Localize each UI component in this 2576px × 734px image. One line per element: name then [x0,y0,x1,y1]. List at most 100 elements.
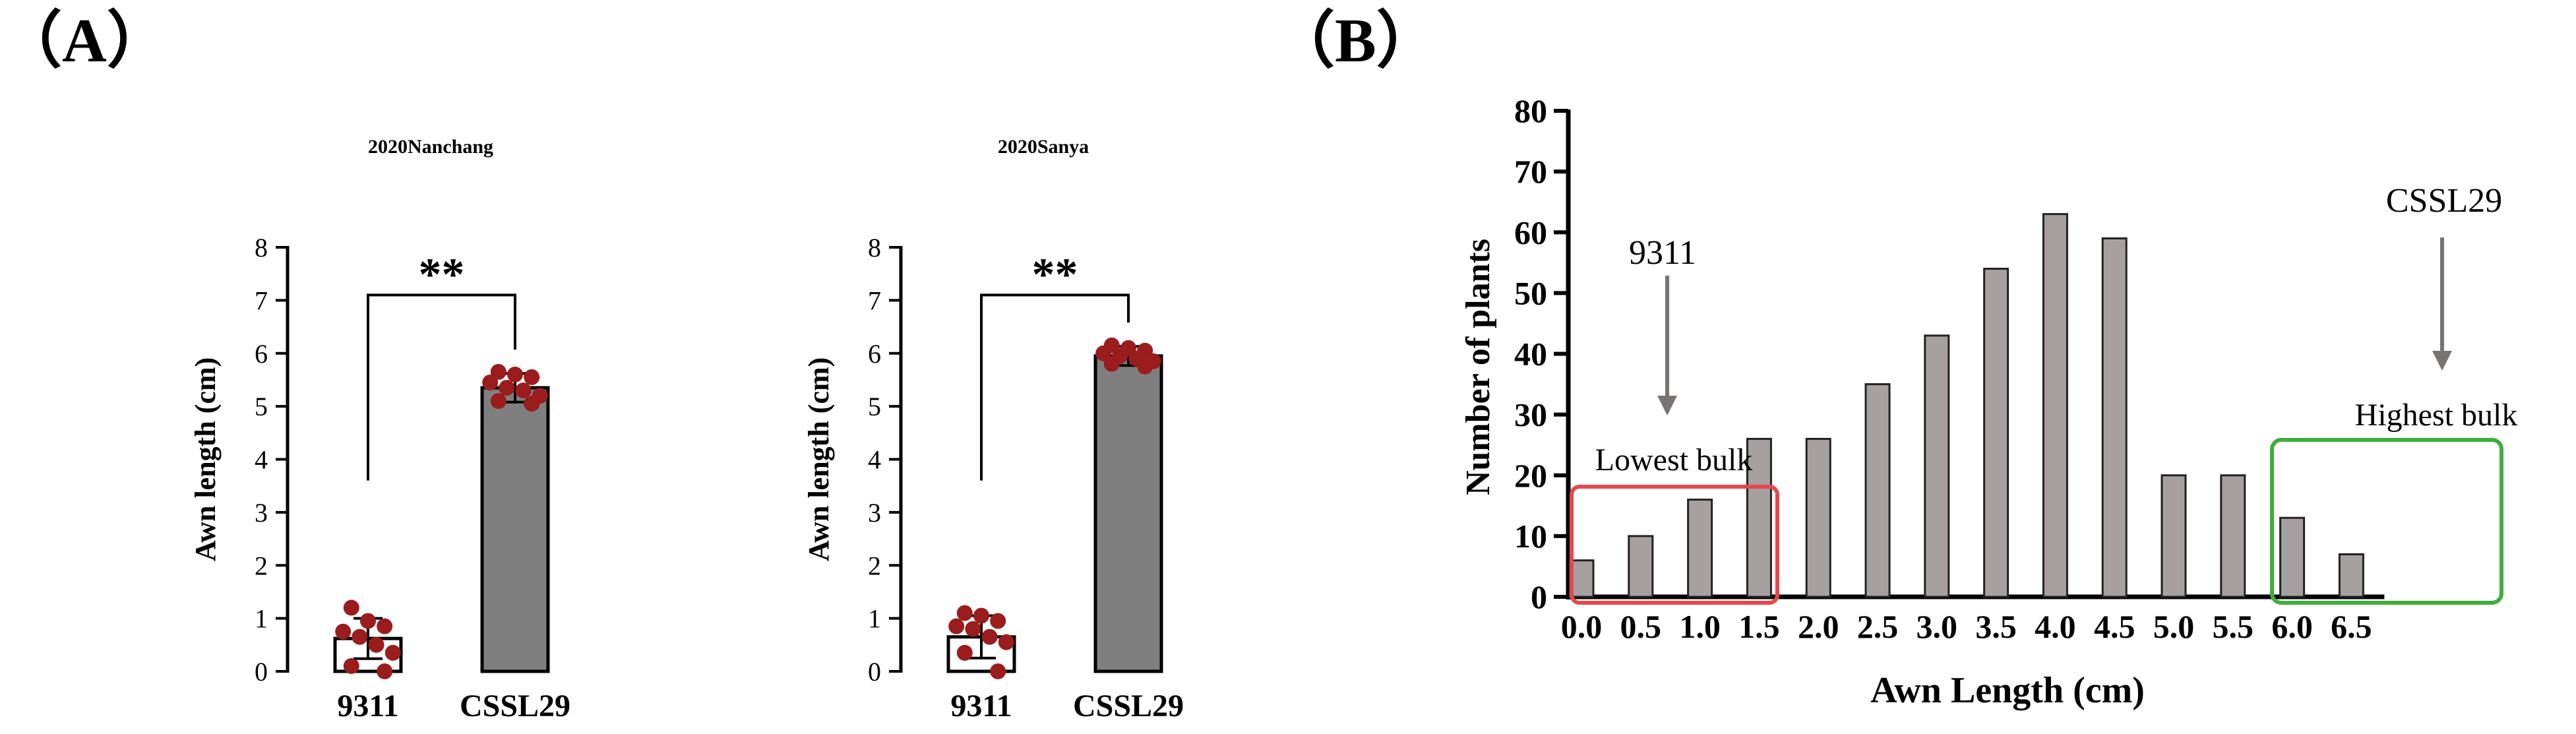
data-point [377,618,393,634]
data-point [499,379,515,396]
x-tick-label: 6.5 [2331,608,2372,645]
x-tick-label: 5.0 [2153,608,2195,645]
data-point [948,618,965,634]
y-tick-label: 3 [868,498,881,528]
x-tick-label: 1.0 [1679,608,1721,645]
data-point [377,663,393,679]
data-point [1095,345,1112,361]
histogram-bar [1805,437,1831,598]
y-tick-label: 5 [868,392,881,421]
data-point [990,613,1006,629]
histogram-bar [2279,516,2306,598]
data-point [368,636,384,653]
histogram-bar [1864,383,1891,598]
data-point [1103,355,1120,372]
y-tick-label: 5 [255,392,268,421]
x-tick-label: 0.5 [1620,608,1662,645]
y-tick-label: 7 [255,286,268,315]
data-point [524,369,540,385]
y-tick-label: 80 [1514,92,1547,129]
sanya-chart: 2020Sanya 0 1 2 3 4 5 6 7 8 Awn length (cm) 9311 CSS… [803,136,1184,723]
awn-length-histogram: 0 10 20 30 40 50 60 70 80 Number of plants 0.0 0.5 1… [1459,92,2517,711]
histogram-bar [1628,535,1654,598]
data-point [965,621,981,637]
histogram-bar [2220,474,2246,598]
x-tick-label: CSSL29 [1073,688,1184,723]
y-tick-label: 40 [1514,336,1547,373]
lowest-bulk-label: Lowest bulk [1595,443,1753,477]
x-tick-label: 2.0 [1798,608,1839,645]
data-point [352,628,368,645]
arrow-cssl29-head [2432,351,2452,371]
x-tick-label: CSSL29 [460,688,570,723]
significance-bracket [367,293,516,481]
y-tick-label: 6 [868,339,881,369]
y-tick-label: 50 [1514,274,1547,311]
y-tick-label: 20 [1514,457,1547,494]
y-tick-label: 4 [868,445,881,475]
y-tick-label: 30 [1514,396,1547,433]
histogram-bar [2042,213,2068,598]
y-tick-label: 2 [868,551,881,580]
y-tick-label: 70 [1514,153,1547,190]
highest-bulk-label: Highest bulk [2355,398,2518,433]
y-tick-label: 60 [1514,214,1547,251]
y-tick-label: 8 [255,233,268,262]
y-axis-label: Awn length (cm) [189,357,222,562]
data-point [956,644,973,661]
y-tick-label: 0 [868,657,881,687]
x-tick-label: 4.0 [2035,608,2076,645]
data-point [1137,358,1153,375]
lowest-bulk-box [1570,485,1779,605]
x-tick-label: 9311 [950,688,1012,723]
nanchang-chart: 2020Nanchang 0 1 2 3 4 5 6 7 8 Awn length (cm) 9311… [189,136,570,723]
histogram-bar [1746,437,1772,598]
histogram-bar [1924,334,1950,598]
x-tick-label: 4.5 [2094,608,2135,645]
data-point [490,363,506,380]
histogram-bar [1687,499,1713,598]
y-tick-label: 8 [868,233,881,262]
highest-bulk-box [2270,438,2503,605]
chart-title: 2020Nanchang [368,136,493,158]
arrow-9311-head [1657,396,1677,415]
label-9311: 9311 [1629,234,1696,272]
y-tick-label: 4 [255,445,268,475]
y-tick-label: 1 [868,604,881,634]
label-cssl29: CSSL29 [2386,182,2502,220]
histogram-bar [2161,474,2187,598]
x-tick-label: 9311 [337,688,398,723]
data-point [973,607,989,624]
significance-label: ** [1032,249,1078,300]
x-tick-label: 2.5 [1857,608,1899,645]
panel-b-label: （B） [1273,7,1438,75]
data-point [990,663,1006,679]
data-point [343,658,359,674]
data-point [981,628,998,645]
y-tick-label: 1 [255,604,268,634]
y-tick-label: 0 [1531,578,1547,615]
x-axis-label: Awn Length (cm) [1870,670,2145,711]
y-tick-label: 0 [255,657,268,687]
data-point [507,366,523,382]
data-point [515,382,532,399]
y-tick-label: 6 [255,339,268,369]
x-tick-label: 0.0 [1561,608,1603,645]
bar-cssl29 [1093,354,1163,673]
data-point [490,393,506,410]
histogram-bar [2101,237,2128,598]
significance-label: ** [419,249,465,300]
histogram-bar [1983,268,2009,598]
data-point [384,644,401,661]
y-axis-label: Awn length (cm) [803,357,835,562]
data-point [335,623,352,640]
data-point [343,599,359,616]
significance-bracket [980,293,1130,481]
histogram-bar [2338,553,2364,598]
x-tick-label: 6.0 [2271,608,2313,645]
y-axis-label: Number of plants [1459,239,1497,495]
data-point [482,374,499,390]
chart-title: 2020Sanya [998,136,1089,158]
x-tick-label: 3.0 [1917,608,1958,645]
